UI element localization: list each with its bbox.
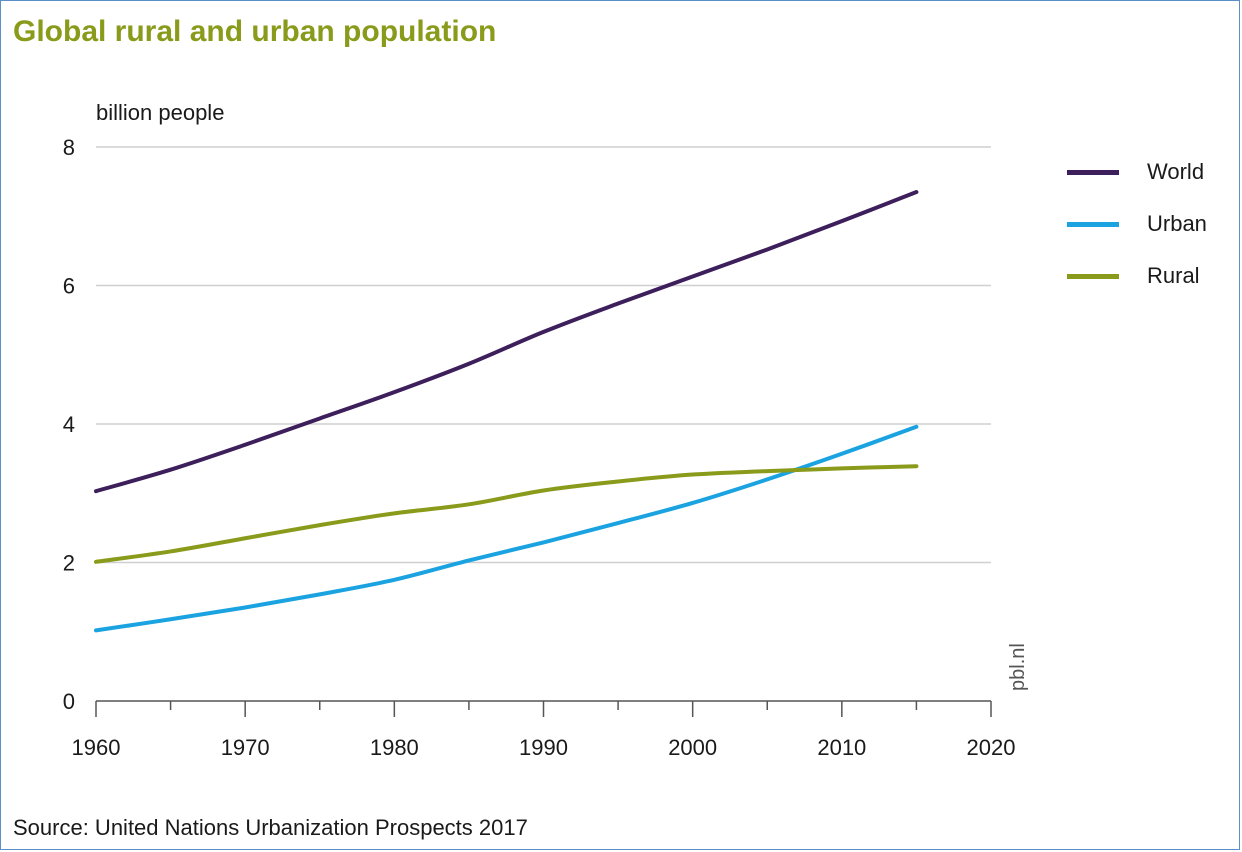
- x-tick-label-1970: 1970: [221, 735, 270, 760]
- chart-legend: World Urban Rural: [1067, 146, 1207, 302]
- series-line-urban: [94, 424, 919, 633]
- x-tick-label-1960: 1960: [72, 735, 121, 760]
- series-line-rural: [94, 464, 919, 564]
- y-axis-label: billion people: [96, 100, 224, 125]
- legend-label: Urban: [1147, 211, 1207, 236]
- chart-title: Global rural and urban population: [13, 15, 497, 48]
- y-tick-label-2: 2: [63, 551, 75, 576]
- legend-swatch: [1067, 169, 1119, 175]
- legend-item-rural: Rural: [1067, 250, 1207, 302]
- x-tick-label-2020: 2020: [967, 735, 1016, 760]
- series-line-world: [94, 190, 919, 494]
- source-note: Source: United Nations Urbanization Pros…: [13, 815, 528, 840]
- watermark-label: pbl.nl: [1007, 643, 1029, 691]
- y-tick-label-8: 8: [63, 135, 75, 160]
- legend-label: Rural: [1147, 263, 1200, 288]
- legend-label: World: [1147, 159, 1205, 184]
- legend-swatch: [1067, 221, 1119, 227]
- y-tick-label-4: 4: [63, 412, 75, 437]
- y-tick-label-6: 6: [63, 274, 75, 299]
- legend-item-urban: Urban: [1067, 198, 1207, 250]
- x-tick-label-2000: 2000: [668, 735, 717, 760]
- x-tick-label-1990: 1990: [519, 735, 568, 760]
- x-tick-label-2010: 2010: [817, 735, 866, 760]
- legend-swatch: [1067, 273, 1119, 279]
- y-tick-label-0: 0: [63, 689, 75, 714]
- legend-item-world: World: [1067, 146, 1207, 198]
- x-tick-label-1980: 1980: [370, 735, 419, 760]
